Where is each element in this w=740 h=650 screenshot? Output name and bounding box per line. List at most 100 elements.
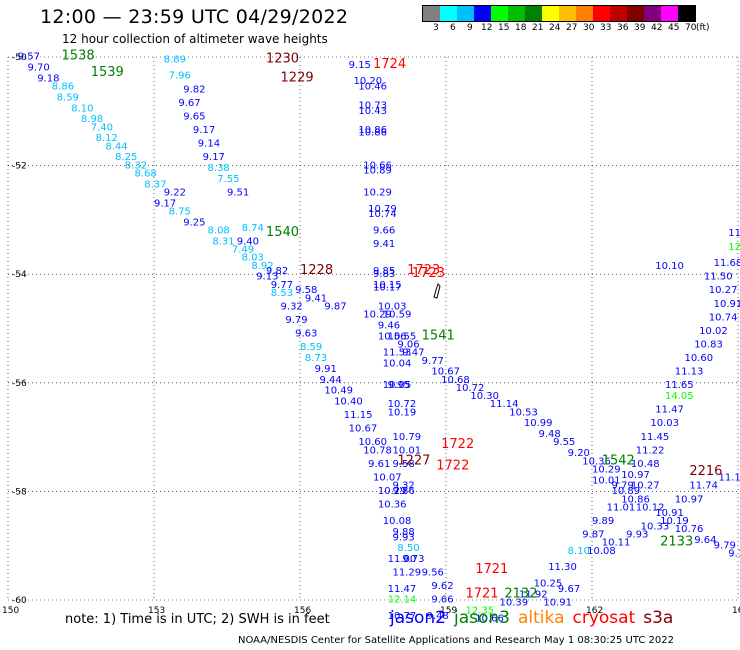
- wave-height-value: 9.82: [183, 84, 205, 95]
- satellite-label: altika: [518, 608, 565, 628]
- wave-height-value: 8.37: [144, 179, 166, 190]
- satellite-label: jason3: [454, 608, 510, 628]
- wave-height-value: 9.61: [368, 459, 390, 470]
- wave-height-value: 11.15: [344, 410, 373, 421]
- observation-time: 2133: [660, 535, 693, 550]
- wave-height-value: 8.98: [81, 114, 103, 125]
- wave-height-value: 8.89: [164, 54, 186, 65]
- wave-height-value: 10.86: [358, 125, 387, 136]
- wave-height-value: 9.48: [538, 429, 560, 440]
- wave-height-value: 9.87: [324, 301, 346, 312]
- wave-height-value: 10.17: [373, 282, 402, 293]
- wave-height-value: 10.55: [388, 331, 417, 342]
- wave-height-value: 9.48: [427, 611, 449, 622]
- observation-time: 2216: [689, 464, 722, 479]
- wave-height-value: 9.47: [402, 348, 424, 359]
- wave-height-value: 10.49: [324, 386, 353, 397]
- wave-height-value: 10.05: [383, 380, 412, 391]
- wave-height-value: 10.27: [631, 481, 660, 492]
- observation-time: 1542: [602, 453, 635, 468]
- wave-height-value: 7.55: [217, 174, 239, 185]
- legend-swatch: [508, 6, 525, 21]
- wave-height-value: 10.36: [582, 456, 611, 467]
- legend-label: 36: [617, 23, 629, 33]
- wave-height-value: 10.27: [709, 285, 738, 296]
- wave-height-value: 14.05: [665, 391, 694, 402]
- wave-height-value: 11.74: [689, 481, 718, 492]
- wave-height-value: 11.13: [675, 367, 704, 378]
- credit-line: NOAA/NESDIS Center for Satellite Applica…: [238, 635, 674, 646]
- satellite-label: jason2: [390, 608, 446, 628]
- wave-height-value: 8.86: [52, 82, 74, 93]
- wave-height-value: 10.86: [621, 494, 650, 505]
- wave-height-value: 10.12: [636, 502, 665, 513]
- wave-height-value: 9.22: [164, 187, 186, 198]
- wave-height-value: 9.17: [154, 198, 176, 209]
- wave-height-value: 10.01: [392, 445, 421, 456]
- wave-height-value: 10.53: [509, 407, 538, 418]
- lat-tick-label: -58: [12, 487, 27, 497]
- wave-height-value: 9.40: [237, 236, 259, 247]
- wave-height-value: 10.07: [373, 473, 402, 484]
- legend-swatch: [474, 6, 491, 21]
- wave-height-value: 10.79: [368, 204, 397, 215]
- wave-height-value: 9.82: [266, 266, 288, 277]
- wave-height-value: 8.31: [212, 236, 234, 247]
- wave-height-value: 10.77: [388, 611, 417, 622]
- wave-height-value: 10.25: [534, 578, 563, 589]
- wave-height-value: 9.79: [611, 481, 633, 492]
- observation-time: 1228: [300, 263, 333, 278]
- wave-height-value: 10.08: [383, 516, 412, 527]
- wave-height-value: 8.08: [208, 225, 230, 236]
- legend-swatch: [593, 6, 610, 21]
- observation-time: 1721: [465, 586, 498, 601]
- wave-height-value: 9.17: [203, 152, 225, 163]
- legend-label: 45: [668, 23, 680, 33]
- wave-height-value: 9.85: [373, 266, 395, 277]
- wave-height-value: 11.47: [655, 405, 684, 416]
- observation-time: 1722: [441, 437, 474, 452]
- wave-height-value: 9.57: [18, 52, 40, 63]
- wave-height-value: 7.49: [232, 244, 254, 255]
- legend-swatch: [457, 6, 474, 21]
- wave-height-value: 10.01: [592, 475, 621, 486]
- footnote: note: 1) Time is in UTC; 2) SWH is in fe…: [65, 612, 330, 627]
- wave-height-value: 9.87: [582, 530, 604, 541]
- observation-time: 1229: [281, 70, 314, 85]
- wave-height-value: 10.72: [456, 383, 485, 394]
- wave-height-value: 10.29: [363, 310, 392, 321]
- lat-tick-label: -56: [12, 379, 27, 389]
- wave-height-value: 8.38: [208, 163, 230, 174]
- wave-height-value: 8.74: [242, 223, 264, 234]
- wave-height-value: 11.30: [548, 562, 577, 573]
- wave-height-value: 10.56: [378, 331, 407, 342]
- island-outline: [433, 283, 441, 299]
- legend-swatch: [644, 6, 661, 21]
- wave-height-value: 9.51: [227, 187, 249, 198]
- wave-height-value: 10.19: [388, 407, 417, 418]
- wave-height-value: 9.66: [431, 595, 453, 606]
- page-subtitle: 12 hour collection of altimeter wave hei…: [62, 32, 328, 46]
- legend-swatch: [610, 6, 627, 21]
- wave-height-value: 10.68: [441, 375, 470, 386]
- wave-height-value: 11.29: [392, 568, 421, 579]
- lon-tick-label: 153: [148, 606, 165, 616]
- wave-height-value: 10.91: [714, 299, 740, 310]
- legend-swatch: [559, 6, 576, 21]
- wave-height-value: 9.15: [349, 60, 371, 71]
- legend-label: 24: [549, 23, 561, 33]
- wave-height-value: 10.91: [655, 508, 684, 519]
- wave-height-value: 11.68: [714, 258, 740, 269]
- wave-height-value: 9.93: [626, 530, 648, 541]
- legend-swatch: [576, 6, 593, 21]
- color-legend: 3 6 9 12 15 18 21 24 27 30 33 36 39 42 45 70 (ft): [422, 5, 710, 36]
- legend-label: 3: [433, 23, 439, 33]
- wave-height-value: 9.86: [392, 486, 414, 497]
- wave-height-value: 10.72: [388, 399, 417, 410]
- lat-tick-label: -50: [12, 53, 27, 63]
- wave-height-value: 9.20: [568, 448, 590, 459]
- wave-height-value: 9.58: [295, 285, 317, 296]
- wave-height-value: 8.68: [135, 168, 157, 179]
- wave-height-value: 10.19: [660, 516, 689, 527]
